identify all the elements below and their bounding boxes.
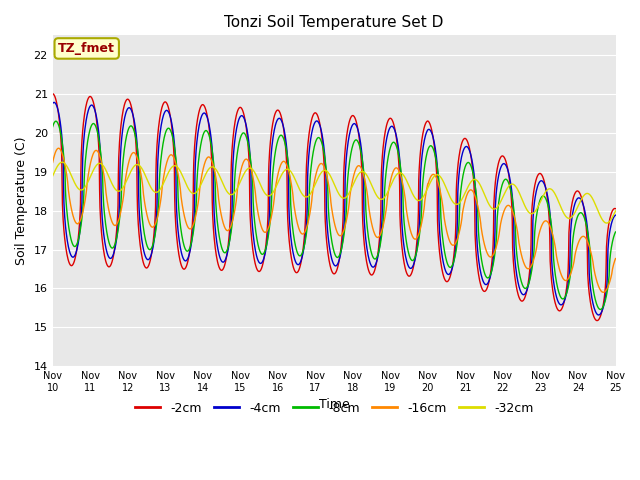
-8cm — [612, 229, 620, 235]
-4cm — [310, 122, 317, 128]
-16cm — [300, 231, 307, 237]
-4cm — [595, 312, 602, 318]
-2cm — [593, 318, 601, 324]
Y-axis label: Soil Temperature (C): Soil Temperature (C) — [15, 137, 28, 265]
-16cm — [310, 183, 317, 189]
-16cm — [369, 228, 377, 233]
-32cm — [612, 208, 620, 214]
Text: TZ_fmet: TZ_fmet — [58, 42, 115, 55]
Line: -32cm: -32cm — [52, 162, 616, 223]
-32cm — [49, 173, 56, 179]
-4cm — [300, 248, 307, 253]
-32cm — [369, 186, 377, 192]
-8cm — [49, 124, 56, 130]
-32cm — [300, 193, 307, 199]
-8cm — [93, 126, 100, 132]
-2cm — [612, 206, 620, 212]
-32cm — [310, 185, 317, 191]
-4cm — [369, 264, 377, 270]
-8cm — [369, 255, 377, 261]
-8cm — [52, 119, 60, 124]
-16cm — [93, 148, 100, 154]
-32cm — [58, 159, 66, 165]
X-axis label: Time: Time — [319, 398, 349, 411]
Line: -2cm: -2cm — [52, 94, 616, 321]
-4cm — [116, 200, 124, 206]
-2cm — [309, 112, 317, 118]
-32cm — [93, 162, 100, 168]
-2cm — [92, 115, 100, 121]
-4cm — [612, 212, 620, 218]
-8cm — [300, 246, 307, 252]
-2cm — [115, 146, 123, 152]
-16cm — [55, 145, 63, 151]
Title: Tonzi Soil Temperature Set D: Tonzi Soil Temperature Set D — [225, 15, 444, 30]
-8cm — [310, 147, 317, 153]
-8cm — [116, 216, 124, 222]
-32cm — [603, 220, 611, 226]
-2cm — [49, 91, 56, 96]
-32cm — [288, 170, 296, 176]
-16cm — [612, 256, 620, 262]
-2cm — [287, 256, 295, 262]
-4cm — [51, 99, 58, 105]
-16cm — [599, 289, 607, 295]
-32cm — [116, 188, 124, 194]
-16cm — [49, 159, 56, 165]
Line: -4cm: -4cm — [52, 102, 616, 315]
-4cm — [93, 115, 100, 120]
-4cm — [288, 242, 296, 248]
Line: -8cm: -8cm — [52, 121, 616, 310]
-8cm — [288, 217, 296, 223]
-8cm — [596, 307, 604, 312]
-16cm — [288, 184, 296, 190]
Line: -16cm: -16cm — [52, 148, 616, 292]
-2cm — [369, 271, 377, 277]
-2cm — [300, 246, 307, 252]
-4cm — [49, 100, 56, 106]
Legend: -2cm, -4cm, -8cm, -16cm, -32cm: -2cm, -4cm, -8cm, -16cm, -32cm — [130, 396, 538, 420]
-16cm — [116, 214, 124, 220]
